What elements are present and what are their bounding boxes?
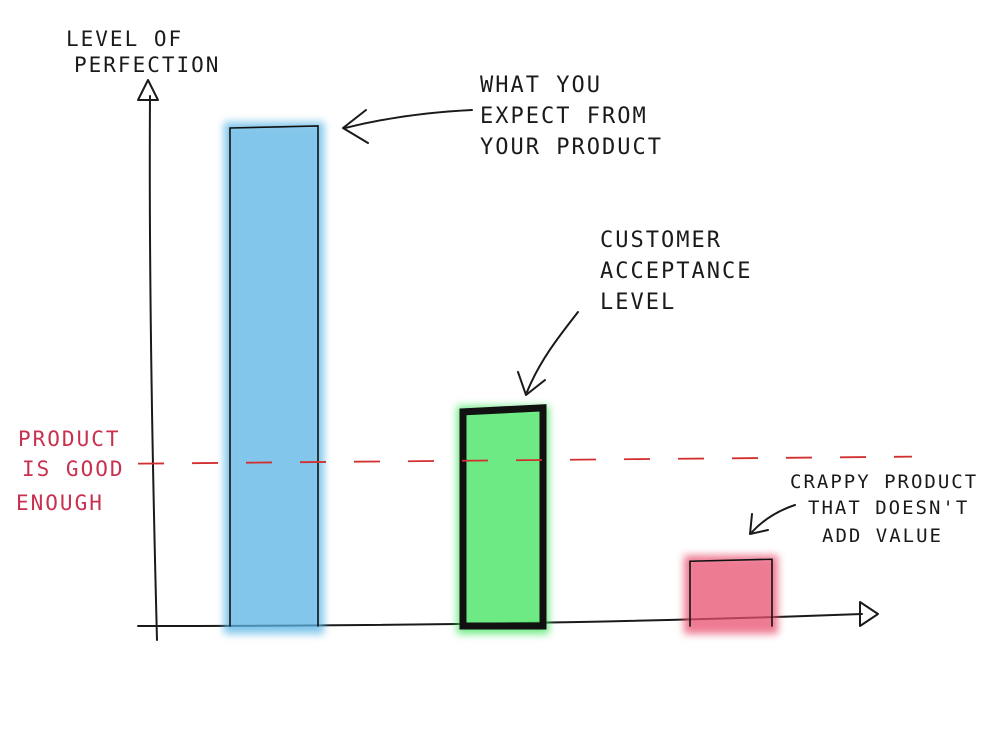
annotation-expected-line-2: EXPECT FROM [480, 104, 648, 129]
bar-expected [224, 122, 324, 634]
annotation-acceptance-line-1: CUSTOMER [600, 228, 722, 253]
annotation-crappy-line-2: THAT DOESN'T [808, 497, 969, 519]
annotation-expected-arrow [344, 109, 473, 129]
annotation-crappy-arrowhead [749, 513, 769, 535]
bar-crappy-fill [684, 555, 778, 634]
bar-acceptance-fill [457, 405, 549, 634]
y-axis-arrowhead [137, 79, 159, 101]
bar-expected-fill [224, 122, 324, 634]
threshold-label-line-3: ENOUGH [16, 491, 104, 515]
annotation-acceptance-line-2: ACCEPTANCE [600, 259, 752, 284]
threshold-layer [137, 455, 913, 465]
annotation-acceptance-line-3: LEVEL [600, 290, 676, 315]
annotation-crappy-arrow [751, 504, 796, 533]
threshold-line [137, 455, 913, 465]
annotation-expected-line-1: WHAT YOU [480, 73, 602, 98]
y-axis-label-line-2: PERFECTION [74, 53, 220, 77]
annotation-crappy-line-1: CRAPPY PRODUCT [790, 471, 978, 493]
y-axis-label-line-1: LEVEL OF [66, 27, 183, 51]
x-axis-arrowhead [859, 601, 879, 627]
annotation-crappy-line-3: ADD VALUE [822, 525, 943, 547]
bar-crappy [684, 555, 778, 634]
annotation-expected-arrowhead [342, 109, 369, 144]
bars-layer [224, 122, 778, 634]
annotation-expected-line-3: YOUR PRODUCT [480, 135, 663, 160]
bar-acceptance-outline [459, 404, 547, 630]
annotation-acceptance-arrow [526, 311, 579, 393]
bar-acceptance [457, 404, 549, 634]
threshold-label-line-1: PRODUCT [18, 427, 121, 451]
threshold-label-line-2: IS GOOD [22, 457, 125, 481]
annotation-acceptance-arrowhead [517, 371, 546, 396]
bar-expected-outline [229, 125, 319, 627]
y-axis-line [148, 95, 158, 641]
bar-crappy-outline [689, 558, 773, 627]
